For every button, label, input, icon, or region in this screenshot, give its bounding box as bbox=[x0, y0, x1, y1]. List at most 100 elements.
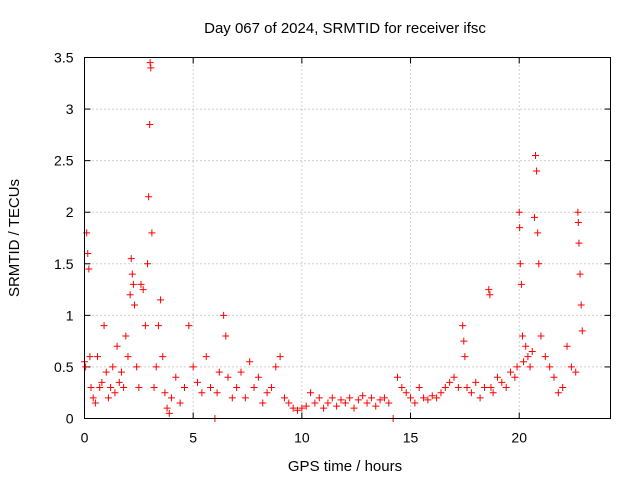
data-point bbox=[576, 270, 584, 278]
data-point bbox=[472, 378, 480, 386]
data-point bbox=[446, 378, 454, 386]
data-point bbox=[550, 373, 558, 381]
data-point bbox=[311, 399, 319, 407]
x-tick-label: 15 bbox=[403, 430, 419, 446]
data-point bbox=[148, 229, 156, 237]
data-point bbox=[198, 389, 206, 397]
data-point bbox=[157, 296, 165, 304]
data-point bbox=[489, 389, 497, 397]
data-point bbox=[185, 322, 193, 330]
data-point bbox=[575, 239, 583, 247]
grid bbox=[84, 57, 611, 419]
data-point bbox=[532, 151, 540, 159]
data-point bbox=[233, 384, 241, 392]
x-tick-label: 20 bbox=[511, 430, 527, 446]
data-point bbox=[528, 347, 536, 355]
data-point bbox=[104, 394, 112, 402]
data-point bbox=[189, 363, 197, 371]
data-point bbox=[241, 394, 249, 402]
data-point bbox=[337, 396, 345, 404]
data-point bbox=[450, 373, 458, 381]
data-point bbox=[298, 404, 306, 412]
data-point bbox=[150, 384, 158, 392]
data-point bbox=[96, 384, 104, 392]
data-point bbox=[530, 213, 538, 221]
y-tick-label: 2 bbox=[66, 204, 74, 220]
data-point bbox=[163, 404, 171, 412]
data-point bbox=[276, 353, 284, 361]
data-point bbox=[498, 378, 506, 386]
data-point bbox=[135, 384, 143, 392]
data-point bbox=[393, 373, 401, 381]
y-tick-label: 3 bbox=[66, 101, 74, 117]
data-point bbox=[307, 389, 315, 397]
data-point bbox=[250, 384, 258, 392]
data-point bbox=[402, 389, 410, 397]
data-point bbox=[333, 402, 341, 410]
data-point bbox=[522, 342, 530, 350]
data-point bbox=[172, 373, 180, 381]
data-point bbox=[424, 396, 432, 404]
data-point bbox=[127, 255, 135, 263]
data-point bbox=[546, 363, 554, 371]
data-point bbox=[137, 280, 145, 288]
data-point bbox=[154, 322, 162, 330]
data-point bbox=[372, 402, 380, 410]
x-tick-label: 0 bbox=[81, 430, 89, 446]
data-point bbox=[130, 301, 138, 309]
data-point bbox=[350, 404, 358, 412]
data-point bbox=[146, 121, 154, 129]
data-point bbox=[441, 384, 449, 392]
data-point bbox=[516, 224, 524, 232]
data-point bbox=[215, 368, 223, 376]
data-point bbox=[91, 399, 99, 407]
data-point bbox=[454, 384, 462, 392]
data-point bbox=[359, 392, 367, 400]
data-point bbox=[513, 363, 521, 371]
data-point bbox=[246, 358, 254, 366]
data-point bbox=[459, 322, 467, 330]
data-point bbox=[354, 396, 362, 404]
data-point bbox=[202, 353, 210, 361]
data-point bbox=[129, 280, 137, 288]
data-point bbox=[147, 64, 155, 72]
data-point bbox=[380, 394, 388, 402]
data-point bbox=[128, 270, 136, 278]
data-point bbox=[124, 353, 132, 361]
data-point bbox=[428, 392, 436, 400]
data-point bbox=[577, 301, 585, 309]
y-tick-label: 0.5 bbox=[54, 359, 74, 375]
data-point bbox=[113, 342, 121, 350]
data-point bbox=[385, 399, 393, 407]
data-point bbox=[289, 404, 297, 412]
y-tick-label: 0 bbox=[66, 411, 74, 427]
data-point bbox=[324, 399, 332, 407]
y-tick-label: 2.5 bbox=[54, 153, 74, 169]
data-point bbox=[109, 363, 117, 371]
data-point bbox=[493, 373, 501, 381]
data-point bbox=[533, 167, 541, 175]
data-point bbox=[84, 249, 92, 257]
data-point bbox=[559, 384, 567, 392]
data-point bbox=[526, 363, 534, 371]
data-point bbox=[98, 378, 106, 386]
data-point bbox=[94, 353, 102, 361]
data-point bbox=[165, 409, 173, 417]
data-point bbox=[254, 373, 262, 381]
data-point bbox=[486, 291, 494, 299]
data-point bbox=[467, 389, 475, 397]
data-point bbox=[511, 373, 519, 381]
data-point bbox=[133, 363, 141, 371]
x-axis-label: GPS time / hours bbox=[288, 458, 402, 475]
data-point bbox=[107, 384, 115, 392]
data-point bbox=[280, 394, 288, 402]
data-point bbox=[420, 394, 428, 402]
data-point bbox=[85, 265, 93, 273]
data-point bbox=[220, 311, 228, 319]
x-tick-label: 10 bbox=[294, 430, 310, 446]
data-point bbox=[285, 399, 293, 407]
data-point bbox=[328, 394, 336, 402]
data-point bbox=[574, 208, 582, 216]
data-point bbox=[102, 368, 110, 376]
data-point bbox=[126, 291, 134, 299]
